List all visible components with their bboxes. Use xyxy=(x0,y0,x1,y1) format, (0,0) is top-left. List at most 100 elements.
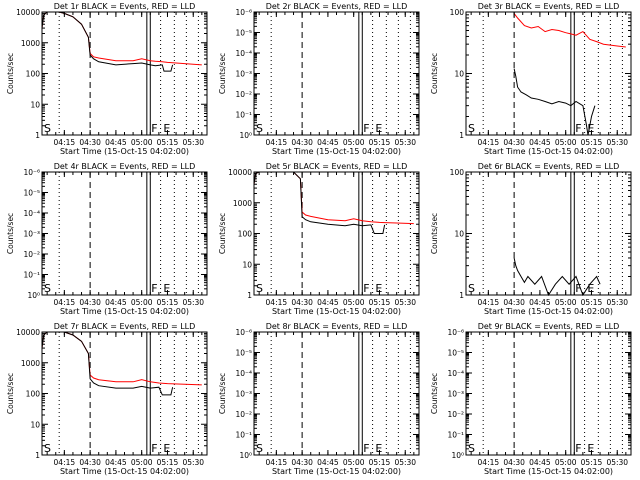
marker-f: F xyxy=(151,122,157,135)
marker-e: E xyxy=(587,122,594,135)
y-tick-label: 1000 xyxy=(21,39,40,48)
marker-f: F xyxy=(363,282,369,295)
y-axis-label: Counts/sec xyxy=(6,373,15,414)
y-axis-label: Counts/sec xyxy=(430,373,439,414)
y-tick-label: 10⁻⁶ xyxy=(235,328,252,337)
series-line-black xyxy=(41,11,174,72)
series-line-black xyxy=(253,171,386,234)
y-tick-label: 10 xyxy=(30,100,40,109)
panel-5: Det 5r BLACK = Events, RED = LLD S F E 10000… xyxy=(218,162,420,316)
panel-title: Det 2r BLACK = Events, RED = LLD xyxy=(266,2,408,11)
marker-e: E xyxy=(375,282,382,295)
x-tick-label: 05:15 xyxy=(369,138,391,147)
x-tick-label: 04:45 xyxy=(317,138,339,147)
x-tick-label: 04:30 xyxy=(291,458,313,467)
marker-f: F xyxy=(363,122,369,135)
marker-f: F xyxy=(575,282,581,295)
y-axis-label: Counts/sec xyxy=(430,53,439,94)
y-tick-label: 10 xyxy=(454,230,464,239)
y-tick-label: 10⁻⁵ xyxy=(23,189,40,198)
x-tick-label: 05:30 xyxy=(394,458,416,467)
y-tick-label: 1 xyxy=(459,131,464,140)
x-tick-label: 04:30 xyxy=(503,298,525,307)
panel-title: Det 1r BLACK = Events, RED = LLD xyxy=(54,2,196,11)
y-tick-label: 1 xyxy=(35,131,40,140)
plot-frame xyxy=(41,11,208,136)
panel-title: Det 8r BLACK = Events, RED = LLD xyxy=(266,322,408,331)
marker-s: S xyxy=(468,122,475,135)
marker-s: S xyxy=(44,442,51,455)
x-tick-label: 05:00 xyxy=(555,458,577,467)
y-tick-label: 10⁻⁶ xyxy=(235,8,252,17)
y-axis-label: Counts/sec xyxy=(6,213,15,254)
marker-s: S xyxy=(44,122,51,135)
x-tick-label: 05:00 xyxy=(131,458,153,467)
x-tick-label: 05:15 xyxy=(369,298,391,307)
x-tick-label: 04:30 xyxy=(79,298,101,307)
y-tick-label: 10⁰ xyxy=(239,131,252,140)
y-tick-label: 10⁻⁵ xyxy=(235,349,252,358)
x-tick-label: 04:45 xyxy=(529,298,551,307)
y-axis-label: Counts/sec xyxy=(430,213,439,254)
y-tick-label: 1 xyxy=(247,291,252,300)
x-axis-label: Start Time (15-Oct-15 04:02:00) xyxy=(60,467,189,476)
y-tick-label: 10⁻⁵ xyxy=(447,349,464,358)
y-tick-label: 100 xyxy=(238,230,253,239)
y-tick-label: 10000 xyxy=(16,328,40,337)
x-tick-label: 05:00 xyxy=(555,298,577,307)
x-tick-label: 04:15 xyxy=(478,458,500,467)
x-tick-label: 04:45 xyxy=(105,458,127,467)
y-tick-label: 10⁻⁴ xyxy=(235,49,252,58)
marker-f: F xyxy=(363,442,369,455)
y-tick-label: 10000 xyxy=(228,168,252,177)
panel-title: Det 3r BLACK = Events, RED = LLD xyxy=(478,2,620,11)
marker-f: F xyxy=(575,442,581,455)
panel-title: Det 9r BLACK = Events, RED = LLD xyxy=(478,322,620,331)
y-tick-label: 10⁻³ xyxy=(235,70,252,79)
y-tick-label: 10⁻⁴ xyxy=(447,369,464,378)
plot-frame xyxy=(253,11,420,136)
x-tick-label: 05:30 xyxy=(606,298,628,307)
x-tick-label: 04:30 xyxy=(503,138,525,147)
x-tick-label: 04:15 xyxy=(54,458,76,467)
marker-s: S xyxy=(256,282,263,295)
x-axis-label: Start Time (15-Oct-15 04:02:00) xyxy=(60,147,189,156)
y-tick-label: 10⁻² xyxy=(235,90,252,99)
x-tick-label: 05:00 xyxy=(131,138,153,147)
x-tick-label: 04:30 xyxy=(79,458,101,467)
y-tick-label: 100 xyxy=(26,70,41,79)
series-line-red xyxy=(253,171,414,225)
x-tick-label: 04:30 xyxy=(291,298,313,307)
x-tick-label: 05:15 xyxy=(581,458,603,467)
y-axis-label: Counts/sec xyxy=(218,213,227,254)
y-tick-label: 10⁻² xyxy=(447,410,464,419)
x-tick-label: 05:00 xyxy=(131,298,153,307)
panel-title: Det 5r BLACK = Events, RED = LLD xyxy=(266,162,408,171)
y-tick-label: 10 xyxy=(242,260,252,269)
y-tick-label: 100 xyxy=(450,8,465,17)
x-tick-label: 04:45 xyxy=(105,298,127,307)
plot-frame xyxy=(253,171,420,296)
x-tick-label: 04:45 xyxy=(105,138,127,147)
y-tick-label: 10⁻³ xyxy=(23,230,40,239)
y-tick-label: 10000 xyxy=(16,8,40,17)
plot-frame xyxy=(465,331,632,456)
marker-e: E xyxy=(163,122,170,135)
y-tick-label: 10⁻¹ xyxy=(23,271,40,280)
x-tick-label: 05:00 xyxy=(343,298,365,307)
plot-frame xyxy=(41,331,208,456)
y-tick-label: 10⁻² xyxy=(23,250,40,259)
y-tick-label: 10⁻³ xyxy=(235,390,252,399)
x-tick-label: 04:15 xyxy=(266,138,288,147)
plot-frame xyxy=(465,171,632,296)
marker-e: E xyxy=(375,122,382,135)
marker-e: E xyxy=(163,282,170,295)
y-tick-label: 10⁻¹ xyxy=(235,111,252,120)
x-tick-label: 05:15 xyxy=(157,458,179,467)
x-tick-label: 05:30 xyxy=(606,458,628,467)
y-tick-label: 100 xyxy=(26,390,41,399)
